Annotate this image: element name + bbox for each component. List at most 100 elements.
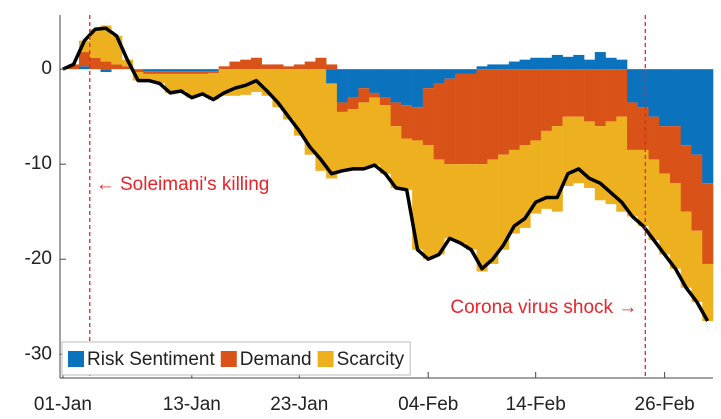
bar-segment	[401, 138, 413, 190]
bar-segment	[562, 56, 574, 70]
bar-segment	[519, 59, 531, 70]
bar-segment	[476, 164, 488, 272]
bar-segment	[637, 107, 649, 150]
bar-segment	[433, 69, 445, 84]
bar-segment	[433, 159, 445, 255]
bar-segment	[659, 126, 671, 174]
bar-segment	[691, 154, 703, 231]
bar-segment	[605, 69, 617, 122]
bar-segment	[584, 121, 596, 188]
bar-segment	[143, 71, 155, 74]
bar-segment	[78, 52, 91, 67]
bar-segment	[358, 88, 370, 103]
bar-segment	[455, 69, 467, 74]
bar-segment	[444, 164, 456, 239]
bar-segment	[272, 64, 284, 70]
bar-segment	[594, 69, 606, 127]
bar-segment	[551, 54, 563, 70]
bar-segment	[336, 102, 348, 112]
bar-segment	[573, 69, 585, 117]
bar-segment	[100, 69, 112, 73]
bar-segment	[691, 69, 703, 155]
bar-segment	[111, 35, 123, 65]
bar-segment	[455, 73, 467, 165]
bar-segment	[261, 69, 273, 96]
bar-segment	[100, 61, 112, 70]
bar-segment	[519, 145, 531, 228]
bar-segment	[164, 71, 177, 74]
bar-segment	[508, 61, 520, 70]
x-tick-label: 13-Jan	[163, 394, 221, 415]
bar-segment	[541, 69, 553, 131]
bar-segment	[111, 64, 123, 70]
bar-segment	[218, 66, 230, 70]
bar-segment	[261, 64, 273, 70]
bar-segment	[207, 72, 219, 100]
annotation-text: ← Soleimani's killing	[96, 174, 270, 195]
bar-segment	[616, 116, 628, 212]
bar-segment	[390, 69, 402, 103]
y-tick-label: -20	[25, 248, 52, 269]
y-tick-label: 0	[41, 58, 52, 79]
bar-segment	[616, 69, 628, 117]
bar-segment	[551, 126, 563, 212]
bar-segment	[412, 107, 424, 141]
bar-segment	[326, 64, 338, 70]
bar-segment	[186, 73, 198, 98]
bar-segment	[605, 57, 617, 70]
bar-segment	[627, 69, 639, 103]
bar-segment	[465, 69, 477, 74]
x-tick-label: 14-Feb	[506, 394, 566, 415]
bar-segment	[78, 40, 91, 53]
bar-segment	[240, 69, 252, 95]
bar-segment	[336, 69, 348, 103]
bar-segment	[691, 230, 703, 302]
legend-swatch	[317, 351, 334, 367]
bar-segment	[605, 121, 617, 205]
bar-segment	[519, 69, 531, 146]
x-tick-label: 04-Feb	[398, 394, 458, 415]
bar-segment	[304, 69, 316, 155]
bar-segment	[422, 145, 434, 260]
bar-segment	[670, 183, 682, 269]
bar-segment	[508, 69, 520, 150]
bar-segment	[390, 102, 402, 127]
bar-segment	[154, 71, 166, 74]
bar-segment	[584, 59, 596, 70]
bar-segment	[530, 57, 542, 70]
bar-segment	[422, 69, 434, 89]
y-tick-label: -10	[25, 153, 52, 174]
bar-segment	[530, 140, 542, 214]
bar-segment	[164, 73, 177, 93]
bar-segment	[476, 66, 488, 70]
bar-segment	[541, 57, 553, 70]
bar-segment	[197, 69, 209, 72]
bar-segment	[487, 69, 499, 160]
bar-segment	[422, 88, 434, 146]
bar-segment	[573, 116, 585, 184]
bar-segment	[444, 78, 456, 165]
bar-segment	[315, 57, 327, 70]
bar-segment	[562, 116, 574, 187]
bar-segment	[702, 183, 714, 264]
bar-segment	[659, 69, 671, 127]
bar-segment	[541, 130, 553, 209]
bar-segment	[315, 69, 327, 171]
bar-segment	[465, 73, 477, 165]
bar-segment	[680, 69, 692, 146]
bar-segment	[175, 71, 187, 74]
bar-segment	[702, 263, 714, 321]
bar-segment	[132, 72, 144, 81]
bar-segment	[283, 66, 295, 70]
bar-segment	[207, 71, 219, 73]
bar-segment	[573, 54, 585, 70]
bar-segment	[508, 149, 520, 234]
bar-segment	[498, 154, 510, 250]
bar-segment	[379, 105, 391, 174]
bar-segment	[401, 69, 413, 106]
bar-segment	[186, 71, 198, 74]
bar-segment	[637, 69, 649, 108]
bar-segment	[379, 97, 391, 106]
bar-segment	[336, 111, 348, 171]
bar-segment	[455, 164, 467, 244]
